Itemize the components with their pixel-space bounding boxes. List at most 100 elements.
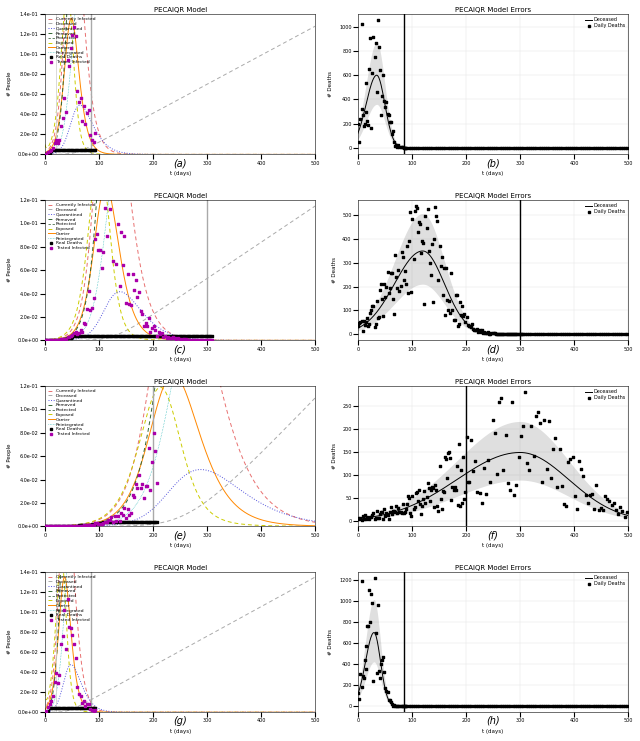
Daily Deaths [423, 700, 433, 712]
Daily Deaths [488, 700, 498, 712]
Point [81, 700, 91, 711]
Point [132, 290, 143, 302]
Point [181, 333, 191, 345]
Daily Deaths [463, 321, 474, 333]
Point [84, 285, 94, 297]
Daily Deaths [385, 694, 395, 705]
Daily Deaths [575, 700, 585, 712]
Daily Deaths [512, 142, 522, 154]
Y-axis label: # Deaths: # Deaths [328, 71, 333, 97]
Point [49, 334, 60, 346]
Point [63, 331, 73, 343]
Point [82, 519, 92, 531]
Daily Deaths [445, 700, 455, 712]
Point [70, 519, 81, 531]
Daily Deaths [369, 321, 380, 333]
Daily Deaths [529, 142, 540, 154]
Daily Deaths [557, 700, 568, 712]
Point [129, 516, 140, 528]
Daily Deaths [476, 327, 486, 339]
Daily Deaths [444, 446, 454, 458]
Point [77, 326, 87, 338]
Deceased [579, 144, 586, 153]
Daily Deaths [520, 142, 531, 154]
Point [90, 233, 100, 245]
Point [143, 516, 154, 528]
Daily Deaths [498, 328, 508, 340]
Daily Deaths [413, 495, 423, 507]
Daily Deaths [460, 316, 470, 328]
Legend: Deceased, Daily Deaths: Deceased, Daily Deaths [584, 388, 626, 402]
Daily Deaths [508, 700, 518, 712]
Daily Deaths [436, 142, 446, 154]
Daily Deaths [447, 481, 458, 493]
Daily Deaths [397, 508, 407, 519]
Point [84, 330, 94, 342]
Daily Deaths [429, 700, 440, 712]
Point [90, 517, 100, 529]
Daily Deaths [405, 507, 415, 519]
Daily Deaths [379, 665, 389, 677]
Daily Deaths [467, 318, 477, 330]
Point [129, 285, 140, 296]
Deceased [354, 514, 362, 523]
Deceased [532, 144, 540, 153]
Daily Deaths [458, 700, 468, 712]
Daily Deaths [472, 486, 483, 498]
Point [121, 330, 131, 342]
Daily Deaths [410, 142, 420, 154]
Point [49, 334, 60, 346]
Daily Deaths [411, 487, 421, 499]
Daily Deaths [575, 142, 585, 154]
Point [49, 520, 60, 532]
Point [54, 334, 65, 346]
Y-axis label: # Deaths: # Deaths [332, 443, 337, 469]
Daily Deaths [523, 700, 533, 712]
Daily Deaths [464, 142, 474, 154]
Daily Deaths [427, 238, 437, 250]
Daily Deaths [396, 505, 406, 517]
Point [48, 144, 58, 156]
Point [127, 268, 138, 279]
Point [85, 703, 95, 715]
Daily Deaths [615, 502, 625, 514]
Daily Deaths [454, 318, 464, 330]
Point [81, 330, 91, 342]
Point [155, 328, 165, 340]
Daily Deaths [470, 456, 481, 468]
Daily Deaths [429, 142, 440, 154]
Daily Deaths [538, 142, 548, 154]
Daily Deaths [442, 700, 452, 712]
Daily Deaths [365, 617, 375, 628]
Point [45, 698, 55, 710]
Daily Deaths [470, 324, 481, 336]
Point [88, 144, 99, 156]
Daily Deaths [561, 700, 572, 712]
Point [60, 520, 70, 532]
Point [106, 511, 116, 523]
Text: (b): (b) [486, 158, 500, 168]
Daily Deaths [419, 700, 429, 712]
Point [87, 519, 97, 531]
Daily Deaths [390, 700, 400, 711]
Point [97, 262, 107, 274]
Daily Deaths [499, 328, 509, 340]
Daily Deaths [367, 508, 378, 520]
Point [88, 705, 99, 717]
Daily Deaths [412, 700, 422, 712]
Daily Deaths [362, 312, 372, 324]
Daily Deaths [620, 511, 630, 523]
Point [45, 520, 55, 532]
Daily Deaths [591, 328, 602, 340]
Point [357, 19, 367, 30]
Daily Deaths [596, 142, 607, 154]
Daily Deaths [428, 482, 438, 494]
Point [40, 706, 50, 718]
Daily Deaths [397, 498, 408, 510]
X-axis label: t (days): t (days) [483, 357, 504, 362]
Point [46, 144, 56, 156]
Daily Deaths [570, 700, 580, 712]
Point [43, 334, 53, 346]
Point [42, 706, 52, 718]
Point [90, 127, 100, 139]
